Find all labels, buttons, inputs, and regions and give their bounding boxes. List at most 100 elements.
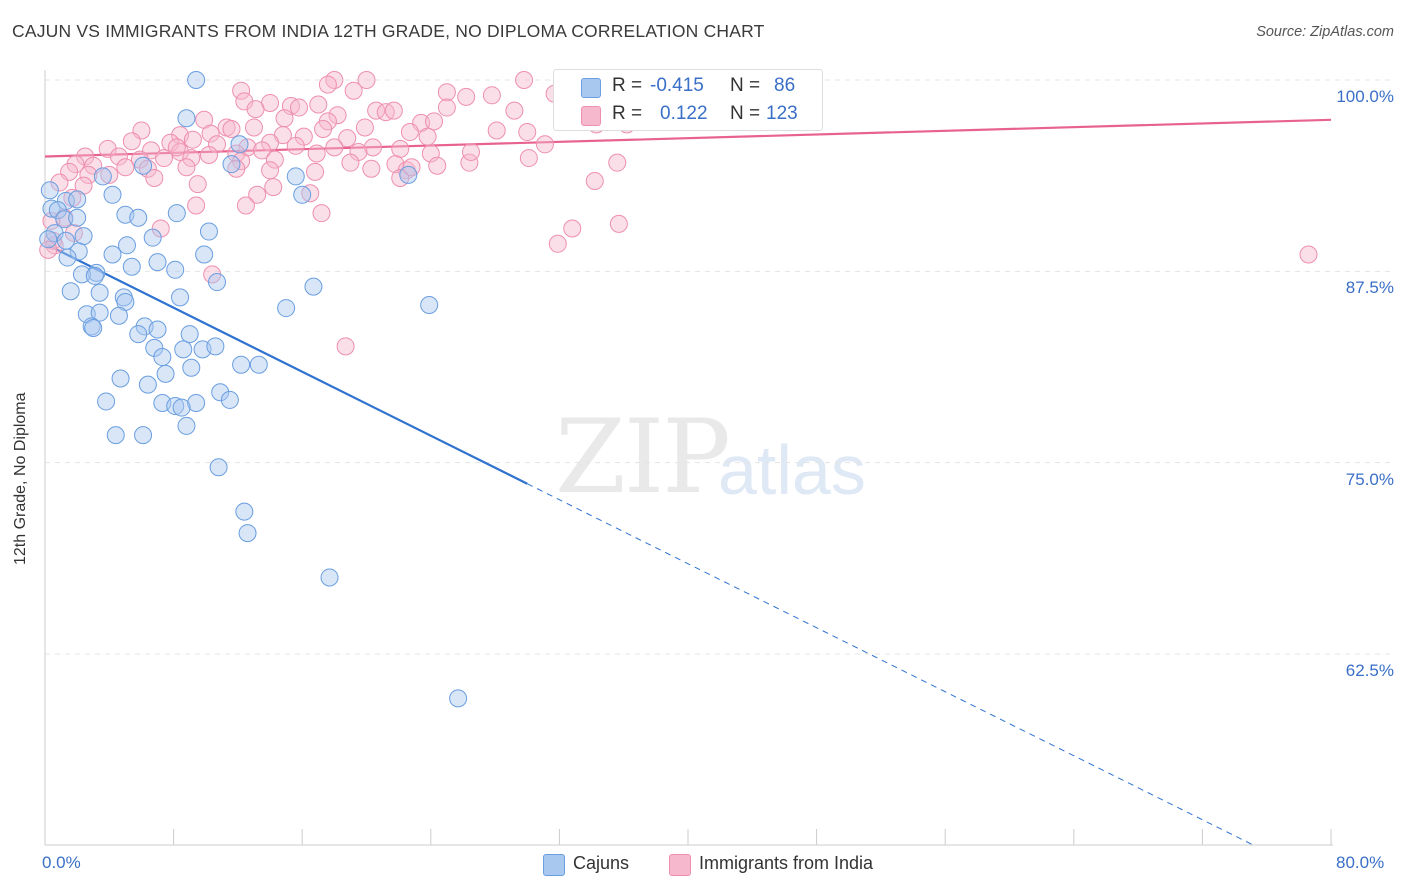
india-points bbox=[39, 71, 1318, 356]
cajun-point bbox=[69, 242, 88, 261]
cajun-swatch bbox=[581, 78, 601, 98]
india-point bbox=[253, 141, 272, 160]
india-point bbox=[1299, 245, 1318, 264]
cajun-point bbox=[187, 71, 206, 89]
cajun-point bbox=[249, 355, 268, 374]
cajun-point bbox=[148, 253, 167, 272]
cajun-point bbox=[399, 165, 418, 184]
india-point bbox=[264, 178, 283, 197]
cajun-point bbox=[199, 222, 218, 241]
legend-n-label: N = bbox=[730, 103, 761, 124]
india-point bbox=[357, 71, 376, 89]
cajun-point bbox=[117, 236, 136, 255]
cajun-point bbox=[42, 199, 61, 218]
cajun-point bbox=[55, 210, 74, 229]
cajun-point bbox=[134, 426, 153, 445]
cajun-point bbox=[209, 458, 228, 477]
india-point bbox=[222, 119, 241, 138]
india-point bbox=[400, 123, 419, 142]
cajun-point bbox=[87, 263, 106, 282]
cajun-point bbox=[85, 266, 104, 285]
cajun-trend-solid bbox=[47, 244, 528, 485]
cajun-point bbox=[177, 109, 196, 128]
cajun-point bbox=[171, 288, 190, 307]
india-point bbox=[437, 83, 456, 102]
india-point bbox=[199, 146, 218, 165]
india-point bbox=[187, 196, 206, 215]
india-point bbox=[428, 156, 447, 175]
cajun-point bbox=[177, 416, 196, 435]
cajun-point bbox=[61, 282, 80, 301]
cajun-point bbox=[195, 245, 214, 264]
india-point bbox=[79, 165, 98, 184]
india-point bbox=[362, 159, 381, 178]
cajun-point bbox=[277, 299, 296, 318]
india-point bbox=[261, 161, 280, 180]
india-point bbox=[328, 106, 347, 125]
cajun-point bbox=[238, 524, 257, 543]
bottom-legend: Cajuns Immigrants from India bbox=[0, 852, 1406, 876]
cajun-point bbox=[230, 135, 249, 154]
cajun-point bbox=[129, 208, 148, 227]
india-point bbox=[182, 149, 201, 168]
cajun-point bbox=[93, 167, 112, 186]
india-point bbox=[344, 81, 363, 100]
india-point bbox=[384, 101, 403, 120]
cajun-point bbox=[222, 155, 241, 174]
india-point bbox=[183, 130, 202, 149]
india-point bbox=[418, 127, 437, 146]
cajun-point bbox=[148, 320, 167, 339]
india-point bbox=[487, 121, 506, 140]
cajun-point bbox=[40, 181, 59, 200]
cajun-point bbox=[39, 230, 58, 249]
india-point bbox=[289, 98, 308, 117]
india-point bbox=[275, 109, 294, 128]
cajun-point bbox=[106, 426, 125, 445]
cajun-point bbox=[320, 568, 339, 587]
india-trend bbox=[44, 118, 1332, 158]
india-point bbox=[286, 136, 305, 155]
cajun-point bbox=[232, 355, 251, 374]
india-trend-line bbox=[44, 118, 1332, 158]
cajun-point bbox=[180, 325, 199, 344]
india-point bbox=[246, 100, 265, 119]
india-point bbox=[425, 112, 444, 131]
cajun-point bbox=[68, 190, 87, 209]
india-point bbox=[563, 219, 582, 238]
cajun-point bbox=[103, 245, 122, 264]
india-point bbox=[457, 87, 476, 106]
cajun-point bbox=[58, 248, 77, 267]
cajun-point bbox=[111, 369, 130, 388]
india-point bbox=[515, 71, 534, 89]
cajun-point bbox=[84, 318, 103, 337]
india-legend-swatch bbox=[669, 854, 691, 876]
y-tick-label: 62.5% bbox=[1345, 661, 1394, 680]
india-point bbox=[188, 175, 207, 194]
india-point bbox=[312, 204, 331, 223]
india-point bbox=[336, 337, 355, 356]
india-point bbox=[391, 139, 410, 158]
cajun-point bbox=[138, 375, 157, 394]
cajun-point bbox=[286, 167, 305, 186]
cajun-point bbox=[174, 340, 193, 359]
india-point bbox=[461, 142, 480, 161]
axes bbox=[44, 70, 1333, 846]
india-point bbox=[318, 75, 337, 94]
cajun-point bbox=[74, 227, 93, 246]
india-point bbox=[66, 155, 85, 174]
cajun-point bbox=[103, 185, 122, 204]
cajun-point bbox=[304, 277, 323, 296]
legend: R = -0.415 N = 86 R = 0.122 N = 123 bbox=[553, 69, 823, 131]
legend-r-label: R = bbox=[612, 75, 643, 96]
india-point bbox=[548, 234, 567, 253]
cajun-point bbox=[293, 185, 312, 204]
india-point bbox=[307, 144, 326, 163]
india-point bbox=[116, 158, 135, 177]
cajun-points bbox=[39, 71, 468, 708]
watermark-zip: ZIP bbox=[555, 398, 731, 517]
india-point bbox=[609, 214, 628, 233]
cajun-point bbox=[220, 390, 239, 409]
india-point bbox=[306, 162, 325, 181]
x-tick-min: 0.0% bbox=[42, 853, 81, 872]
